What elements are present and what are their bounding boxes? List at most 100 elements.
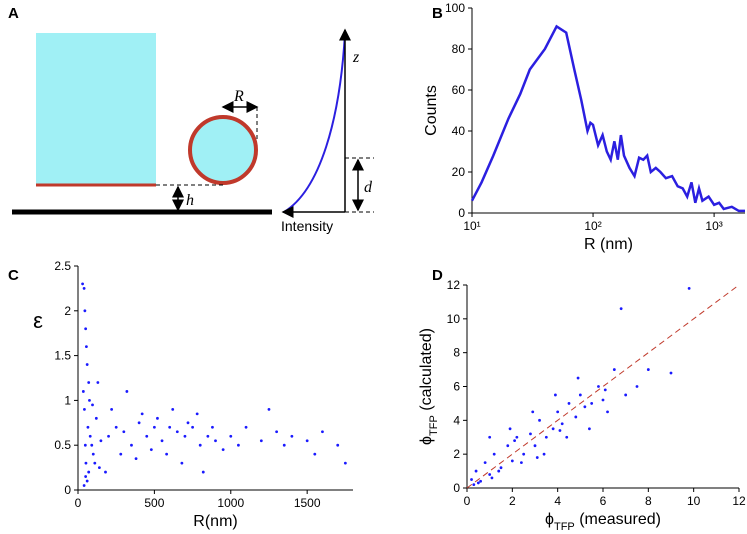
point	[515, 435, 519, 439]
particle	[188, 115, 258, 185]
point	[567, 402, 571, 405]
point	[497, 469, 501, 473]
y-tick-label: 1	[64, 393, 71, 407]
x-tick-label: 10³	[705, 219, 722, 233]
x-tick-label: 6	[600, 494, 607, 508]
point	[104, 470, 107, 474]
panel-label: C	[8, 267, 19, 284]
x-tick-label: 1500	[294, 496, 321, 510]
x-tick-label: 1000	[217, 496, 244, 510]
point	[94, 416, 98, 420]
point	[290, 434, 294, 438]
y-tick-label: 2	[64, 304, 71, 318]
y-tick-label: 20	[452, 165, 466, 179]
point	[576, 376, 580, 380]
x-tick-label: 8	[645, 494, 652, 508]
point	[171, 407, 175, 411]
point	[275, 430, 279, 434]
point	[267, 407, 271, 411]
x-tick-label: 10	[687, 494, 701, 508]
y-tick-label: 40	[452, 124, 466, 138]
x-tick-label: 10¹	[463, 219, 480, 233]
panel-label: A	[8, 5, 19, 22]
point	[551, 427, 555, 431]
y-tick-label: 100	[445, 1, 465, 15]
point	[84, 327, 88, 331]
y-tick-label: 0	[453, 481, 460, 495]
axis-label: ϕTFP (calculated)	[418, 328, 440, 445]
point	[590, 402, 594, 405]
point	[510, 459, 514, 463]
point	[282, 443, 286, 447]
point	[499, 466, 503, 470]
point	[544, 435, 548, 439]
point	[490, 476, 494, 480]
radius-label: R	[233, 88, 244, 105]
panel-label: D	[432, 267, 443, 284]
intensity-curve	[283, 32, 346, 213]
point	[214, 439, 217, 443]
x-tick-label: 0	[75, 496, 82, 510]
point	[529, 432, 532, 436]
point	[88, 434, 92, 438]
point	[533, 444, 537, 448]
point	[195, 412, 199, 416]
point	[506, 444, 510, 448]
axis-label-part: TFP	[428, 415, 440, 436]
point	[96, 381, 100, 384]
y-tick-label: 60	[452, 83, 466, 97]
point	[180, 461, 184, 465]
point	[211, 425, 214, 429]
y-tick-label: 1.5	[54, 349, 71, 363]
point	[229, 434, 233, 438]
z-label: z	[352, 49, 360, 66]
point	[483, 461, 487, 465]
y-tick-label: 10	[447, 312, 461, 326]
point	[152, 425, 156, 429]
point	[107, 434, 110, 438]
point	[646, 368, 650, 371]
y-tick-label: 8	[453, 346, 460, 360]
point	[88, 399, 91, 402]
point	[183, 434, 187, 438]
gap-label: h	[186, 192, 194, 209]
point	[488, 473, 492, 476]
point	[122, 430, 126, 434]
point	[198, 443, 202, 447]
point	[669, 371, 673, 375]
point	[470, 478, 473, 481]
point	[508, 427, 512, 431]
point	[565, 435, 569, 439]
axis-label-part: (calculated)	[418, 328, 435, 415]
point	[85, 479, 89, 483]
point	[237, 443, 240, 447]
point	[479, 479, 482, 483]
y-tick-label: 2	[453, 447, 460, 461]
axis-label: ϕTFP (measured)	[545, 511, 661, 533]
point	[588, 427, 591, 431]
x-tick-label: 10²	[584, 219, 601, 233]
point	[558, 429, 562, 432]
y-tick-label: 2.5	[54, 259, 71, 273]
point	[556, 410, 560, 414]
point	[520, 461, 523, 465]
point	[201, 470, 205, 474]
axis-label-part: TFP	[554, 521, 575, 533]
point	[619, 307, 623, 311]
point	[336, 443, 340, 447]
point	[244, 425, 248, 429]
point	[99, 439, 103, 443]
point	[603, 388, 607, 392]
axis-label: Counts	[423, 85, 440, 136]
reference-line	[466, 284, 740, 489]
axis-label-part: ϕ	[418, 436, 435, 445]
point	[114, 425, 118, 429]
point	[313, 452, 317, 456]
point	[531, 410, 535, 414]
y-tick-label: 0	[458, 206, 465, 220]
point	[140, 412, 144, 416]
point	[84, 475, 88, 478]
point	[635, 385, 639, 388]
point	[554, 393, 557, 397]
